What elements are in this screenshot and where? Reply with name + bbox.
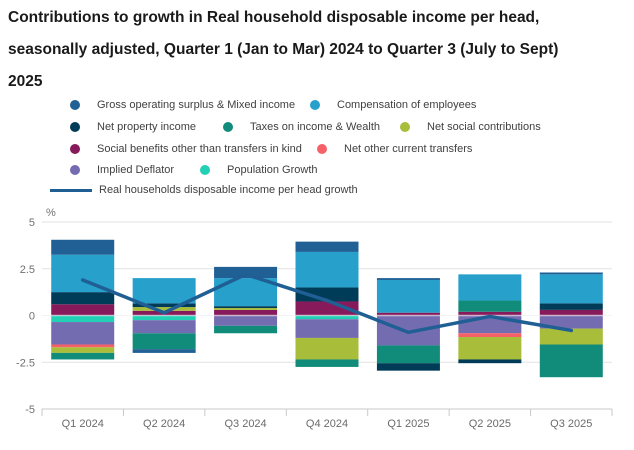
bar-segment-gross [295,241,359,252]
x-tick-label: Q1 2024 [62,418,104,430]
bar-segment-taxes [376,345,440,364]
bar-segment-social_contrib [458,337,522,360]
y-axis-unit-label: % [46,207,56,219]
legend-dot-icon [200,165,210,175]
bar-segment-comp [51,254,115,293]
legend-dot-icon [70,122,80,132]
bar-segment-taxes [132,333,196,350]
legend-label-gross: Gross operating surplus & Mixed income [97,99,296,111]
legend-label-property: Net property income [97,121,197,133]
legend-dot-icon [223,122,233,132]
bar-segment-property [132,303,196,308]
legend-item-social_benefits: Social benefits other than transfers in … [70,143,302,155]
bar-segment-other_transfers [51,344,115,348]
legend-item-taxes: Taxes on income & Wealth [223,121,380,133]
x-tick-label: Q1 2025 [387,418,429,430]
legend-label-taxes: Taxes on income & Wealth [250,121,381,133]
y-tick-label: 0 [29,311,35,323]
bar-segment-property [539,303,603,310]
bar-segment-comp [295,251,359,288]
legend-dot-icon [310,100,320,110]
legend-dot-icon [70,100,80,110]
x-tick-label: Q2 2024 [143,418,185,430]
legend-item-line: Real households disposable income per he… [50,184,358,196]
legend-item-population: Population Growth [200,164,318,176]
bar-segment-property [295,287,359,302]
legend-dot-icon [70,144,80,154]
bar-segment-other_transfers [458,333,522,338]
bar-segment-population [132,315,196,321]
legend-item-social_contrib: Net social contributions [400,121,541,133]
legend-item-property: Net property income [70,121,196,133]
bar-segment-taxes [51,352,115,360]
bar-segment-property [214,306,278,309]
bar-segment-comp [539,274,603,304]
bar-segment-social_benefits [51,304,115,316]
bar-segment-comp [376,279,440,313]
growth-line [80,272,574,335]
stacked-bar-chart: 5 2.5 0 -2.5 -5% Q1 2024 Q2 2024 Q3 2024 Q4 2024… [16,207,613,430]
legend-line-icon [50,188,92,192]
legend-label-comp: Compensation of employees [337,99,477,111]
bar-segment-gross [51,239,115,255]
bar-segment-taxes [539,344,603,378]
bar-segment-gross [214,266,278,279]
x-tick-label: Q3 2024 [224,418,266,430]
bar-segment-social_benefits [539,309,603,316]
bar-segment-social_contrib [539,328,603,345]
chart-title: Contributions to growth in Real househol… [8,9,559,90]
bar-segment-taxes [295,359,359,367]
bar-segment-taxes [458,300,522,312]
legend-label-population: Population Growth [227,164,318,176]
x-tick-label: Q2 2025 [469,418,511,430]
chart-legend: Gross operating surplus & Mixed income Co… [0,0,634,205]
bar-segment-gross [376,278,440,280]
legend-dot-icon [70,165,80,175]
y-tick-label: -2.5 [16,357,35,369]
bar-segment-population [51,315,115,323]
bar-segment-social_contrib [295,337,359,360]
x-tick-label: Q4 2024 [306,418,348,430]
y-tick-label: -5 [25,404,35,416]
legend-label-social_benefits: Social benefits other than transfers in … [97,143,302,155]
y-tick-label: 2.5 [20,264,35,276]
bar-segment-comp [132,278,196,304]
bar-segment-comp [458,274,522,301]
legend-item-comp: Compensation of employees [310,99,476,111]
bar-segment-deflator [214,315,278,326]
bar-segment-deflator [51,322,115,345]
bar-segment-property [51,292,115,305]
y-tick-label: 5 [29,217,35,229]
bar-segment-social_benefits [376,312,440,316]
bar-segment-deflator [539,315,603,329]
legend-label-line: Real households disposable income per he… [99,184,358,196]
bar-segment-deflator [295,319,359,338]
bar-segment-social_contrib [214,308,278,310]
legend-dot-icon [400,122,410,132]
bar-segment-deflator [132,320,196,334]
bar-segment-gross [132,349,196,353]
legend-dot-icon [317,144,327,154]
bar-segment-social_contrib [132,307,196,311]
bar-segment-gross [539,272,603,275]
legend-item-other_transfers: Net other current transfers [317,143,472,155]
bar-segment-social_benefits [214,309,278,316]
legend-item-gross: Gross operating surplus & Mixed income [70,99,295,111]
bar-segment-property [458,359,522,364]
bar-segment-social_contrib [51,347,115,353]
legend-label-social_contrib: Net social contributions [427,121,541,133]
legend-label-other_transfers: Net other current transfers [344,143,473,155]
legend-item-deflator: Implied Deflator [70,164,174,176]
bar-segment-social_benefits [458,311,522,316]
x-tick-label: Q3 2025 [550,418,592,430]
bar-segment-population [295,315,359,320]
bar-segment-property [376,363,440,371]
legend-label-deflator: Implied Deflator [97,164,175,176]
bar-segment-taxes [214,325,278,334]
